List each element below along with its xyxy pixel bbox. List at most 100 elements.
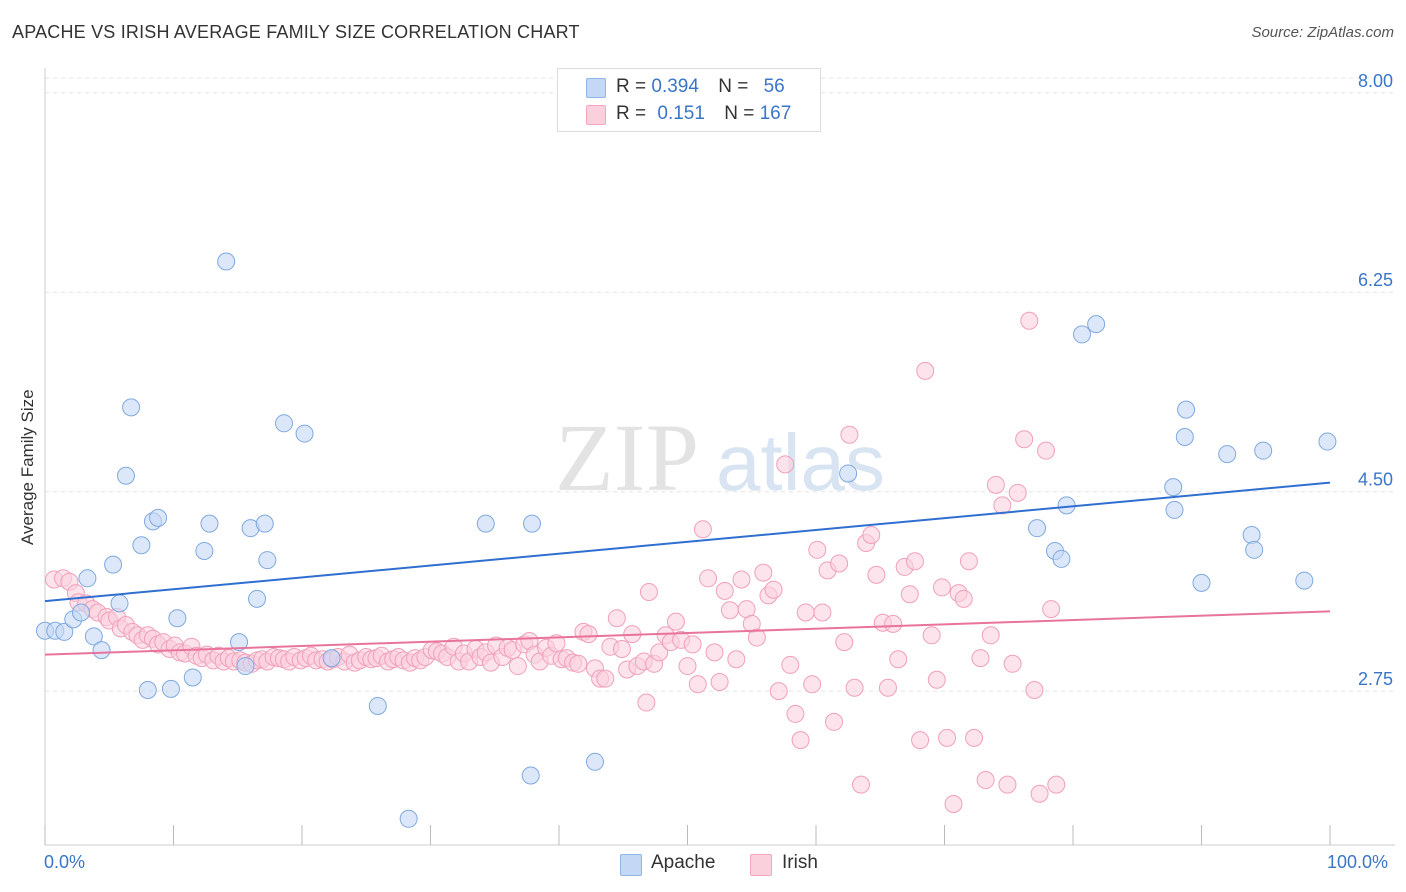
apache-point [236,657,255,676]
irish-point [796,603,815,622]
apache-point [168,609,187,628]
trend-lines [44,481,1331,656]
irish-point [786,704,805,723]
irish-point [986,475,1005,494]
irish-point [867,565,886,584]
apache-r-value: 0.394 [651,76,699,97]
apache-point [585,752,604,771]
apache-point [248,589,267,608]
irish-point [830,554,849,573]
apache-point [1192,573,1211,592]
apache-point [71,603,90,622]
apache-point [132,536,151,555]
irish-point [965,728,984,747]
irish-point [911,731,930,750]
irish-point [862,526,881,544]
irish-point [1037,441,1056,460]
irish-point [764,580,783,599]
x-tick-label-max: 100.0% [1327,852,1389,872]
irish-point [612,639,631,658]
irish-point [905,552,924,571]
irish-point [607,609,626,628]
apache-point [1242,526,1261,544]
apache-point [295,424,314,443]
irish-point [959,552,978,571]
apache-point [138,681,157,699]
irish-point [845,678,864,697]
irish-point [878,678,897,697]
irish-point [998,775,1017,794]
apache-point [1177,400,1196,419]
irish-point [927,670,946,689]
irish-point [678,657,697,676]
source-label: Source: ZipAtlas.com [1251,24,1394,41]
watermark-atlas: atlas [716,418,885,507]
irish-point [813,603,832,622]
apache-point [104,555,123,574]
irish-point [637,693,656,712]
apache-point [258,551,277,570]
apache-point [1245,540,1264,559]
irish-point [569,654,588,673]
bottom-irish-swatch [750,854,772,876]
apache-n-value: 56 [763,76,785,97]
apache-trend-line [44,481,1331,603]
apache-points [36,252,1337,828]
legend-row-irish: R = 0.151 N = 167 [616,103,792,124]
apache-point [322,649,341,668]
irish-point [835,633,854,652]
bottom-legend-irish: Irish [782,852,818,873]
irish-point [666,612,685,631]
irish-point [688,675,707,694]
irish-point [596,669,615,688]
y-tick-label: 4.50 [1358,470,1393,490]
apache-point [399,809,418,828]
irish-point [699,569,718,588]
irish-point [508,657,527,676]
bottom-legend-apache: Apache [651,852,716,873]
irish-point [650,643,669,662]
irish-point [715,581,734,600]
apache-point [183,668,202,687]
irish-point [639,582,658,601]
y-tick-label: 8.00 [1358,71,1393,91]
apache-point [521,766,540,785]
irish-point [1030,784,1049,803]
apache-point [476,514,495,533]
irish-r-value: 0.151 [657,103,705,124]
irish-n-value: 167 [759,103,792,124]
apache-point [1295,571,1314,590]
irish-points [44,311,1066,813]
apache-point [255,514,274,533]
apache-point [230,633,249,652]
apache-point [149,508,168,527]
irish-point [705,643,724,662]
irish-point [944,794,963,813]
watermark-zip: ZIP [555,404,699,511]
irish-point [932,578,951,597]
irish-point [693,520,712,539]
irish-point [851,775,870,794]
irish-swatch [586,105,606,125]
apache-point [1254,441,1273,460]
irish-point [808,540,827,559]
apache-point [217,252,236,271]
irish-point [732,570,751,589]
irish-point [1047,775,1066,794]
apache-point [78,569,97,588]
irish-point [776,455,795,474]
apache-point [200,514,219,533]
irish-trend-line [44,610,1331,656]
irish-point [981,626,1000,645]
apache-point [161,679,180,698]
apache-point [275,414,294,433]
irish-point [1015,430,1034,449]
apache-point [122,398,141,417]
bottom-apache-swatch [620,854,642,876]
irish-point [938,728,957,747]
irish-point [769,682,788,701]
apache-point [1028,519,1047,538]
irish-point [900,585,919,604]
irish-point [840,425,859,444]
